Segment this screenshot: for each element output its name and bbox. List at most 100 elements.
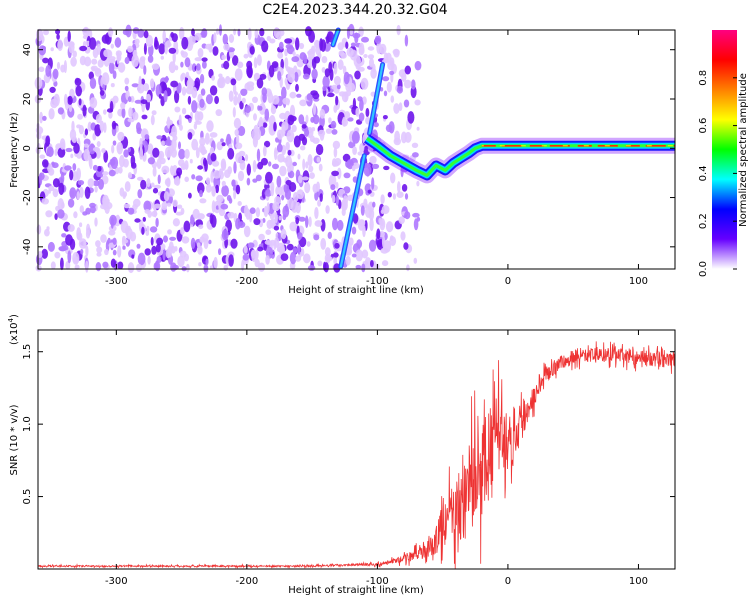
heatmap-cell — [54, 148, 58, 156]
heatmap-cell — [215, 28, 220, 35]
heatmap-cell — [39, 111, 43, 124]
heatmap-cell — [194, 57, 203, 62]
heatmap-cell — [216, 141, 223, 151]
heatmap-cell — [99, 90, 105, 96]
snr-frame — [37, 329, 676, 570]
heatmap-cell — [219, 168, 223, 176]
heatmap-cell — [412, 212, 420, 218]
heatmap-cell — [388, 121, 395, 134]
heatmap-cell — [117, 261, 124, 270]
heatmap-cell — [337, 59, 344, 70]
heatmap-cell — [92, 47, 99, 59]
heatmap-cell — [200, 88, 206, 96]
heatmap-cell — [295, 255, 301, 262]
heatmap-cell — [345, 255, 351, 266]
heatmap-cell — [255, 174, 262, 182]
heatmap-cell — [48, 185, 55, 192]
spectrogram-x-tick-label: 0 — [505, 276, 511, 287]
heatmap-cell — [379, 43, 387, 55]
heatmap-cell — [89, 202, 96, 208]
heatmap-cell — [247, 66, 253, 79]
snr-x-tick-label: -200 — [236, 576, 259, 587]
heatmap-cell — [158, 153, 163, 159]
figure-title: C2E4.2023.344.20.32.G04 — [262, 2, 447, 18]
heatmap-cell — [142, 83, 150, 92]
heatmap-cell — [291, 56, 300, 63]
heatmap-cell — [131, 162, 137, 169]
heatmap-cell — [285, 188, 291, 200]
heatmap-cell — [256, 148, 261, 162]
heatmap-cell — [390, 172, 396, 184]
heatmap-cell — [327, 231, 332, 239]
heatmap-cell — [305, 215, 309, 228]
heatmap-cell — [199, 198, 207, 204]
heatmap-cell — [97, 165, 102, 172]
heatmap-cell — [52, 178, 60, 188]
heatmap-cell — [79, 222, 83, 228]
heatmap-cell — [282, 214, 287, 221]
heatmap-cell — [137, 176, 144, 181]
heatmap-cell — [242, 253, 250, 261]
heatmap-cell — [74, 78, 82, 86]
heatmap-cell — [76, 167, 81, 181]
heatmap-cell — [278, 215, 282, 221]
heatmap-cell — [138, 75, 142, 88]
heatmap-cell — [80, 248, 84, 255]
heatmap-cell — [231, 179, 236, 187]
snr-y-multiplier-exp: 4 — [7, 317, 15, 322]
heatmap-cell — [233, 190, 237, 200]
heatmap-cell — [232, 55, 239, 66]
heatmap-cell — [68, 41, 75, 54]
heatmap-cell — [111, 120, 117, 130]
heatmap-cell — [233, 117, 241, 129]
heatmap-cell — [348, 237, 354, 246]
snr-y-axis-label: SNR (10 * v/v) — [9, 404, 20, 475]
heatmap-cell — [343, 195, 348, 206]
heatmap-cell — [235, 184, 241, 195]
heatmap-cell — [146, 225, 150, 233]
heatmap-cell — [237, 201, 242, 206]
heatmap-cell — [243, 225, 251, 238]
heatmap-cell — [156, 135, 163, 140]
heatmap-cell — [112, 237, 117, 245]
heatmap-cell — [357, 66, 365, 72]
heatmap-cell — [275, 137, 279, 143]
heatmap-cell — [178, 141, 181, 150]
heatmap-cell — [144, 134, 150, 140]
heatmap-cell — [73, 142, 80, 154]
heatmap-cell — [212, 170, 221, 179]
heatmap-cell — [165, 75, 169, 83]
heatmap-cell — [127, 207, 135, 215]
heatmap-cell — [181, 86, 187, 96]
heatmap-cell — [153, 203, 161, 209]
heatmap-cell — [42, 159, 49, 168]
heatmap-cell — [50, 261, 56, 270]
snr-y-tick-label: 0.5 — [22, 489, 33, 505]
heatmap-cell — [363, 54, 368, 58]
heatmap-cell — [155, 260, 159, 271]
heatmap-cell — [252, 160, 257, 173]
heatmap-cell — [294, 71, 299, 83]
heatmap-cell — [54, 251, 61, 259]
heatmap-cell — [254, 72, 260, 80]
heatmap-cell — [332, 140, 341, 150]
heatmap-cell — [64, 165, 72, 171]
snr-y-tick-label: 1.5 — [22, 344, 33, 360]
heatmap-cell — [205, 132, 210, 145]
heatmap-cell — [278, 41, 284, 50]
heatmap-cell — [257, 246, 264, 252]
heatmap-cell — [218, 77, 225, 84]
snr-x-tick-label: 0 — [505, 576, 511, 587]
heatmap-cell — [174, 106, 181, 113]
heatmap-cell — [227, 211, 235, 219]
colorbar-ticks: 0.0 0.2 0.4 0.6 0.8 — [698, 70, 737, 277]
heatmap-cell — [143, 200, 152, 212]
heatmap-cell — [289, 104, 296, 118]
heatmap-cell — [253, 113, 257, 121]
spectrogram-x-tick-label: -300 — [105, 276, 128, 287]
colorbar-tick-label: 0.0 — [698, 261, 709, 277]
heatmap-cell — [78, 125, 84, 135]
heatmap-cell — [243, 245, 248, 254]
heatmap-cell — [367, 46, 375, 51]
heatmap-cell — [194, 32, 202, 42]
